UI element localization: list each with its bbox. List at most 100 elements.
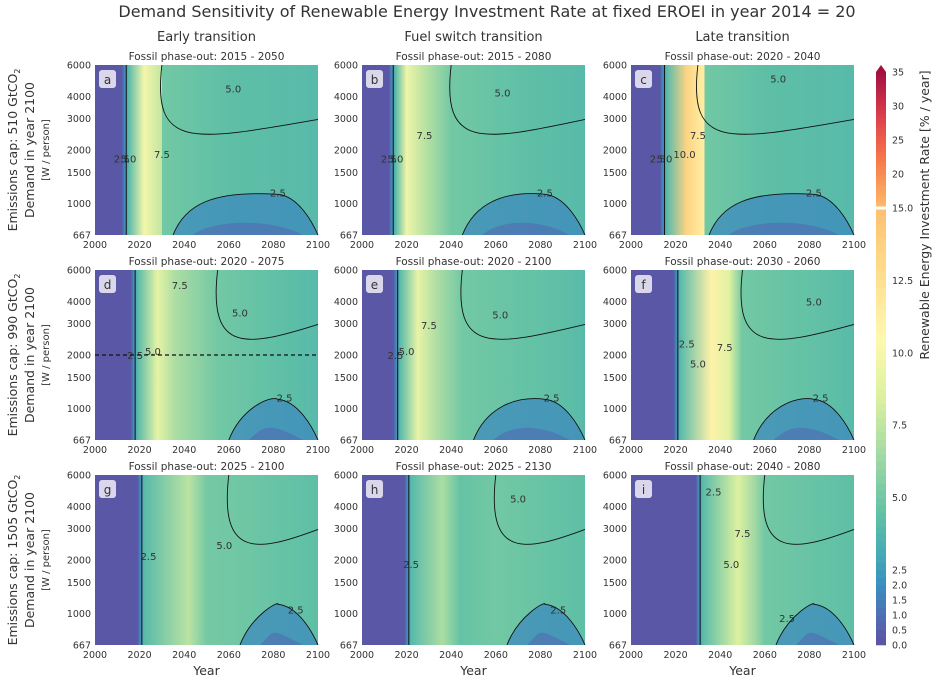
colorbar-segment [876, 100, 886, 103]
chart-title: Demand Sensitivity of Renewable Energy I… [118, 2, 855, 21]
y-tick-label: 667 [73, 231, 91, 242]
colorbar-segment [876, 244, 886, 252]
panel-subtitle: Fossil phase-out: 2020 - 2040 [665, 51, 821, 63]
contour-label: 5.0 [770, 74, 786, 85]
colorbar-segment [876, 187, 886, 190]
colorbar-segment [876, 497, 886, 506]
colorbar-segment [876, 381, 886, 390]
y-tick-label: 1000 [334, 199, 358, 210]
colorbar-segment [876, 148, 886, 151]
x-tick-label: 2100 [842, 650, 866, 661]
contour-line [215, 269, 319, 340]
x-tick-label: 2000 [83, 650, 107, 661]
colorbar-segment [876, 396, 886, 404]
colorbar-segment [876, 194, 886, 197]
contour-line [762, 474, 855, 545]
colorbar-segment [876, 585, 886, 593]
panel-subtitle: Fossil phase-out: 2040 - 2080 [665, 461, 821, 473]
colorbar-segment [876, 202, 886, 205]
colorbar-segment [876, 94, 886, 97]
colorbar-segment [876, 555, 886, 564]
x-tick-label: 2100 [573, 240, 597, 251]
contour-line [160, 64, 319, 135]
colorbar-segment [876, 273, 886, 281]
panel-letter: a [104, 73, 111, 87]
y-tick-label: 1000 [67, 199, 91, 210]
colorbar-segment [876, 172, 886, 175]
colorbar-segment [876, 208, 886, 216]
x-tick-label: 2020 [664, 240, 688, 251]
colorbar-tick-label: 1.0 [892, 611, 907, 622]
panel-letter-badge [99, 480, 116, 498]
colorbar-segment [876, 483, 886, 491]
contour-label: 7.5 [735, 529, 751, 540]
x-tick-label: 2040 [172, 650, 196, 661]
colorbar-segment [876, 512, 886, 520]
y-tick-label: 6000 [67, 61, 91, 72]
colorbar-segment [876, 133, 886, 136]
low-rate-core [526, 632, 570, 645]
colorbar: 0.0 0.5 1.0 1.5 2.0 2.5 5.0 7.5 10.0 12.5 15.0 20 25… [875, 65, 932, 652]
colorbar-segment [876, 179, 886, 182]
low-rate-basin [506, 603, 585, 645]
contour-label: 2.5 [288, 606, 304, 617]
contour-label: 5.0 [495, 88, 511, 99]
low-rate-basin [753, 398, 854, 440]
x-tick-label: 2000 [619, 445, 643, 456]
contour-label: 2.5 [779, 614, 795, 625]
colorbar-segment [876, 533, 886, 542]
colorbar-segment [876, 446, 886, 455]
x-tick-label: 2100 [842, 240, 866, 251]
panel-b: Fossil phase-out: 2015 - 20802.55.07.55.… [334, 51, 597, 251]
panel-letter-badge [366, 275, 383, 293]
y-tick-label: 4000 [67, 297, 91, 308]
x-tick-label: 2100 [306, 240, 330, 251]
colorbar-tick-label: 2.0 [892, 581, 907, 592]
contour-label: 5.0 [510, 495, 526, 506]
column-title: Late transition [695, 30, 789, 45]
colorbar-segment [876, 165, 886, 168]
row-label-unit: [W / person] [41, 119, 52, 181]
panel-i: Fossil phase-out: 2040 - 2080 2.5 7.5 5.0 2.… [603, 461, 866, 661]
contour-line [228, 398, 319, 441]
colorbar-extend-arrow [876, 65, 886, 72]
colorbar-segment [876, 191, 886, 193]
colorbar-segment [876, 548, 886, 556]
contour-line [239, 603, 319, 646]
colorbar-segment [876, 85, 886, 88]
colorbar-segment [876, 410, 886, 419]
panel-letter-badge [366, 480, 383, 498]
y-tick-label: 1000 [603, 609, 627, 620]
colorbar-segment [876, 99, 886, 102]
colorbar-segment [876, 615, 886, 623]
x-tick-label: 2040 [439, 650, 463, 661]
x-tick-label: 2100 [842, 445, 866, 456]
colorbar-segment [876, 490, 886, 498]
x-tick-label: 2040 [708, 240, 732, 251]
low-rate-basin [775, 603, 854, 645]
low-rate-basin [173, 193, 318, 235]
low-rate-core [493, 427, 570, 440]
panel-letter: e [371, 278, 378, 292]
contour-line [740, 269, 855, 340]
panel-letter: d [104, 278, 112, 292]
colorbar-tick-label: 35 [892, 68, 904, 79]
colorbar-segment [876, 258, 886, 267]
colorbar-segment [876, 107, 886, 110]
x-tick-label: 2040 [439, 240, 463, 251]
contour-label: 7.5 [416, 131, 432, 142]
y-tick-label: 3000 [603, 319, 627, 330]
colorbar-segment [876, 112, 886, 115]
colorbar-segment [876, 519, 886, 527]
y-tick-label: 3000 [67, 319, 91, 330]
x-tick-label: 2060 [753, 650, 777, 661]
colorbar-segment [876, 102, 886, 105]
y-tick-label: 1000 [67, 609, 91, 620]
x-tick-label: 2080 [797, 650, 821, 661]
colorbar-segment [876, 168, 886, 171]
y-tick-label: 6000 [334, 471, 358, 482]
colorbar-segment [876, 111, 886, 114]
contour-label: 5.0 [492, 311, 508, 322]
colorbar-segment [876, 157, 886, 159]
column-title: Fuel switch transition [404, 30, 542, 45]
